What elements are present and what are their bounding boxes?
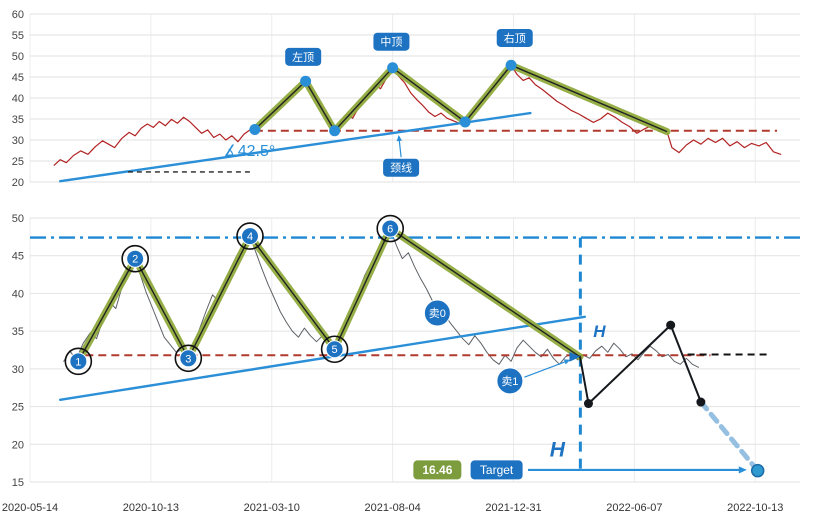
target-arrow-head xyxy=(738,466,747,474)
y-tick-label: 60 xyxy=(12,9,24,21)
target-price-badge xyxy=(413,460,462,480)
pivot-rings xyxy=(64,347,93,376)
target-label-badge-text: Target xyxy=(480,463,514,477)
pivot-rings xyxy=(320,335,349,364)
projection-drop-dashed xyxy=(698,399,761,474)
y-tick-label: 25 xyxy=(12,402,24,414)
trendline xyxy=(59,111,532,183)
x-tick-label: 2022-10-13 xyxy=(727,502,783,514)
projection-dots xyxy=(666,320,676,330)
x-tick-label: 2020-05-14 xyxy=(2,502,58,514)
y-tick-label: 50 xyxy=(12,213,24,225)
y-tick-label: 25 xyxy=(12,156,24,168)
pivot-rings xyxy=(174,344,203,373)
pivot-3-badge xyxy=(179,349,198,368)
pivot-rings xyxy=(236,222,264,250)
projection-line xyxy=(579,324,702,405)
neckline-label-text: 颈线 xyxy=(390,161,412,175)
pivot-dots xyxy=(505,59,517,71)
pivot-rings xyxy=(121,244,149,273)
main-panel: 2020-05-14 2020-10-13 2021-03-10 2021-08-04… xyxy=(2,213,800,514)
y-tick-label: 35 xyxy=(12,114,24,126)
price-line xyxy=(53,64,782,166)
right-top-label xyxy=(496,28,533,47)
y-tick-label: 30 xyxy=(12,364,24,376)
pivot-dots xyxy=(249,124,261,135)
pivot-6-badge xyxy=(381,219,400,238)
sell-1-badge xyxy=(496,367,524,395)
sell-0-badge xyxy=(423,299,451,327)
left-top-label xyxy=(285,47,322,66)
pivot-4-badge-text: 4 xyxy=(247,231,253,243)
height-label-upper: H xyxy=(593,322,606,341)
sell-1-arrow xyxy=(524,360,567,378)
neckline-pointer-arrow-head xyxy=(396,134,403,142)
angle-annotation: ∡42.5° xyxy=(223,143,275,160)
pivot-dots xyxy=(387,62,399,74)
middle-top-label xyxy=(373,32,410,51)
pivot-6-badge-text: 6 xyxy=(387,224,393,236)
target-label-badge xyxy=(470,460,523,480)
target-price-badge-text: 16.46 xyxy=(422,463,452,477)
pivot-2-badge xyxy=(126,249,145,268)
y-tick-label: 35 xyxy=(12,326,24,338)
y-tick-label: 20 xyxy=(12,177,24,189)
pivot-rings xyxy=(376,214,405,243)
x-tick-label: 2021-12-31 xyxy=(485,502,541,514)
x-tick-label: 2021-03-10 xyxy=(244,502,300,514)
sell-1-badge-text: 卖1 xyxy=(501,375,518,388)
target-dot xyxy=(750,463,765,478)
pivot-5-badge xyxy=(325,340,344,359)
left-top-label-text: 左顶 xyxy=(292,51,314,64)
y-tick-label: 30 xyxy=(12,135,24,147)
pivot-3-badge-text: 3 xyxy=(185,353,191,365)
y-tick-label: 45 xyxy=(12,251,24,263)
middle-top-label-text: 中顶 xyxy=(380,36,402,49)
trendline xyxy=(59,315,586,401)
pivot-1-badge-text: 1 xyxy=(75,356,81,368)
breakdown-arrowhead xyxy=(569,351,581,362)
pivot-dots xyxy=(459,116,471,128)
y-tick-label: 40 xyxy=(12,288,24,300)
y-tick-label: 40 xyxy=(12,93,24,105)
pivot-2-badge-text: 2 xyxy=(132,254,138,266)
x-tick-label: 2022-06-07 xyxy=(606,502,662,514)
pivot-5-badge-text: 5 xyxy=(332,344,338,356)
x-tick-label: 2021-08-04 xyxy=(364,502,420,514)
projection-dots xyxy=(583,399,593,409)
projection-dots xyxy=(696,397,706,407)
y-tick-label: 15 xyxy=(12,477,24,489)
y-tick-label: 45 xyxy=(12,72,24,84)
pivot-1-badge xyxy=(69,352,88,371)
x-tick-label: 2020-10-13 xyxy=(123,502,179,514)
sell-0-badge-text: 卖0 xyxy=(429,307,446,320)
pivot-dots xyxy=(300,75,312,87)
sell-1-arrow-head xyxy=(563,359,571,365)
neckline-pointer-arrow xyxy=(398,139,402,158)
height-label-lower: H xyxy=(550,438,566,461)
y-tick-label: 50 xyxy=(12,51,24,63)
neckline-label xyxy=(383,158,420,177)
pivot-4-badge xyxy=(241,227,259,246)
y-tick-label: 55 xyxy=(12,30,24,42)
y-tick-label: 20 xyxy=(12,439,24,451)
pivot-dots xyxy=(329,125,341,137)
right-top-label-text: 右顶 xyxy=(504,31,526,45)
